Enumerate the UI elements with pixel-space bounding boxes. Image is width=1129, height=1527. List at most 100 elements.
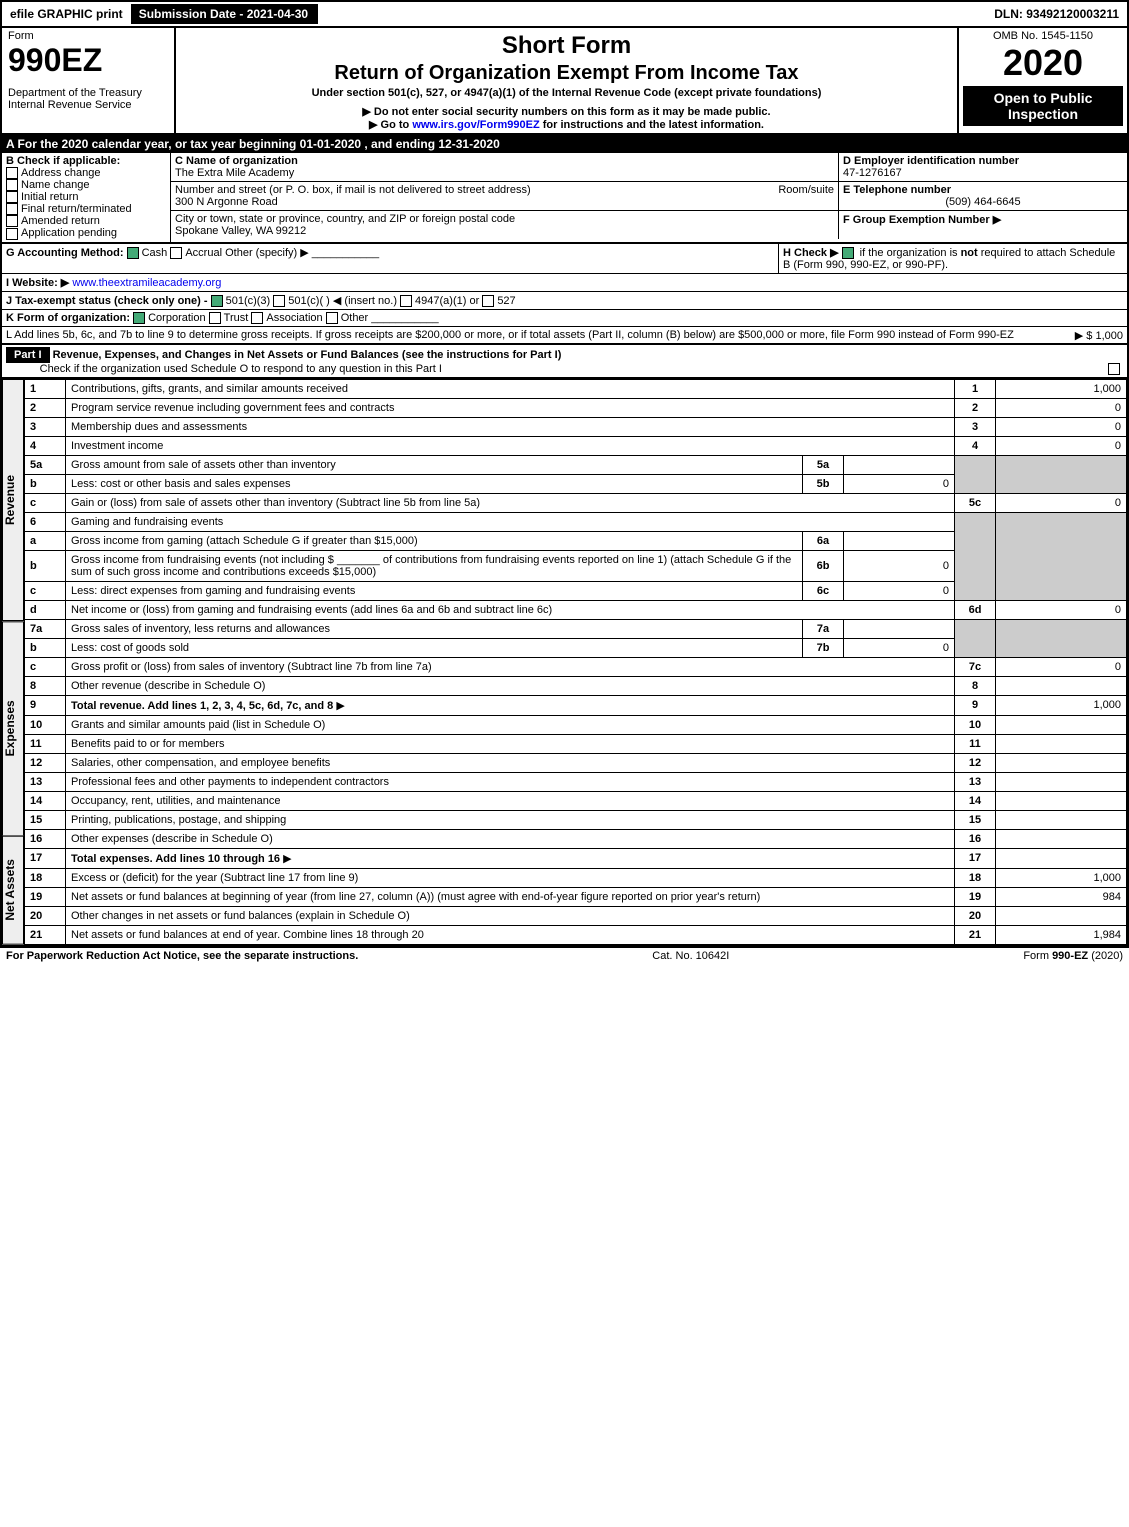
line-20: 20Other changes in net assets or fund ba… [25, 906, 1127, 925]
line-17-val [996, 848, 1127, 868]
line-1: 1Contributions, gifts, grants, and simil… [25, 379, 1127, 398]
ein-value: 47-1276167 [843, 167, 902, 179]
checkbox-app-pending[interactable] [6, 228, 18, 240]
line-1-val: 1,000 [996, 379, 1127, 398]
city-value: Spokane Valley, WA 99212 [175, 225, 306, 237]
line-19: 19Net assets or fund balances at beginni… [25, 887, 1127, 906]
checkbox-527[interactable] [482, 295, 494, 307]
line-6a-desc: Gross income from gaming (attach Schedul… [71, 535, 418, 547]
line-16: 16Other expenses (describe in Schedule O… [25, 829, 1127, 848]
irs-link[interactable]: www.irs.gov/Form990EZ [412, 119, 539, 131]
street-address: 300 N Argonne Road [175, 196, 278, 208]
website-link[interactable]: www.theextramileacademy.org [72, 277, 221, 289]
footer-right: Form 990-EZ (2020) [1023, 950, 1123, 962]
line-4-desc: Investment income [71, 440, 163, 452]
line-3: 3Membership dues and assessments30 [25, 417, 1127, 436]
checkbox-4947[interactable] [400, 295, 412, 307]
box-c-label: C Name of organization [175, 155, 298, 167]
opt-accrual: Accrual [185, 247, 222, 259]
checkbox-accrual[interactable] [170, 247, 182, 259]
footer-left: For Paperwork Reduction Act Notice, see … [6, 950, 358, 962]
addr-label: Number and street (or P. O. box, if mail… [175, 184, 531, 196]
line-18: 18Excess or (deficit) for the year (Subt… [25, 868, 1127, 887]
line-3-desc: Membership dues and assessments [71, 421, 247, 433]
line-18-desc: Excess or (deficit) for the year (Subtra… [71, 872, 358, 884]
line-10-desc: Grants and similar amounts paid (list in… [71, 719, 325, 731]
line-14-desc: Occupancy, rent, utilities, and maintena… [71, 795, 281, 807]
opt-corp: Corporation [148, 312, 205, 324]
submission-date-button[interactable]: Submission Date - 2021-04-30 [131, 4, 318, 24]
line-7c: cGross profit or (loss) from sales of in… [25, 657, 1127, 676]
box-d-label: D Employer identification number [843, 155, 1019, 167]
l-amount: ▶ $ 1,000 [1075, 329, 1123, 342]
opt-cash: Cash [142, 247, 168, 259]
info-block: B Check if applicable: Address change Na… [0, 153, 1129, 244]
line-13-desc: Professional fees and other payments to … [71, 776, 389, 788]
line-6b-val: 0 [844, 550, 955, 581]
part1-badge: Part I [6, 347, 50, 363]
line-9-desc: Total revenue. Add lines 1, 2, 3, 4, 5c,… [71, 700, 333, 712]
city-label: City or town, state or province, country… [175, 213, 515, 225]
k-label: K Form of organization: [6, 312, 130, 324]
line-16-val [996, 829, 1127, 848]
j-label: J Tax-exempt status (check only one) - [6, 295, 208, 307]
checkbox-other-org[interactable] [326, 312, 338, 324]
line-7b-val: 0 [844, 638, 955, 657]
form-number: 990EZ [8, 42, 168, 79]
checkbox-assoc[interactable] [251, 312, 263, 324]
line-19-desc: Net assets or fund balances at beginning… [71, 891, 760, 903]
checkbox-501c3[interactable] [211, 295, 223, 307]
opt-assoc: Association [266, 312, 322, 324]
checkbox-name-change[interactable] [6, 179, 18, 191]
dln-label: DLN: 93492120003211 [986, 4, 1127, 24]
checkbox-initial-return[interactable] [6, 191, 18, 203]
side-netassets: Net Assets [2, 836, 24, 945]
part1-check-text: Check if the organization used Schedule … [40, 363, 442, 375]
line-10: 10Grants and similar amounts paid (list … [25, 715, 1127, 734]
h-label: H Check ▶ [783, 247, 839, 259]
line-6c-desc: Less: direct expenses from gaming and fu… [71, 585, 355, 597]
irs-label: Internal Revenue Service [8, 99, 168, 111]
checkbox-trust[interactable] [209, 312, 221, 324]
line-15: 15Printing, publications, postage, and s… [25, 810, 1127, 829]
line-5b-desc: Less: cost or other basis and sales expe… [71, 478, 291, 490]
line-14: 14Occupancy, rent, utilities, and mainte… [25, 791, 1127, 810]
top-bar: efile GRAPHIC print Submission Date - 20… [0, 0, 1129, 28]
line-7a: 7aGross sales of inventory, less returns… [25, 619, 1127, 638]
opt-address-change: Address change [21, 167, 101, 179]
line-6c-val: 0 [844, 581, 955, 600]
checkbox-address-change[interactable] [6, 167, 18, 179]
footer-mid: Cat. No. 10642I [652, 950, 729, 962]
line-6a-val [844, 531, 955, 550]
opt-initial-return: Initial return [21, 191, 78, 203]
ghijkl-block: G Accounting Method: Cash Accrual Other … [0, 244, 1129, 345]
line-6d-desc: Net income or (loss) from gaming and fun… [71, 604, 552, 616]
line-4-val: 0 [996, 436, 1127, 455]
line-7a-desc: Gross sales of inventory, less returns a… [71, 623, 330, 635]
line-19-val: 984 [996, 887, 1127, 906]
opt-other-org: Other [341, 312, 369, 324]
lines-table: 1Contributions, gifts, grants, and simil… [24, 379, 1127, 945]
line-20-desc: Other changes in net assets or fund bala… [71, 910, 410, 922]
line-17-desc: Total expenses. Add lines 10 through 16 [71, 853, 280, 865]
opt-amended: Amended return [21, 215, 100, 227]
efile-label[interactable]: efile GRAPHIC print [2, 4, 131, 24]
line-16-desc: Other expenses (describe in Schedule O) [71, 833, 273, 845]
tax-year: 2020 [963, 42, 1123, 84]
checkbox-h[interactable] [842, 247, 854, 259]
checkbox-501c[interactable] [273, 295, 285, 307]
header-right: OMB No. 1545-1150 2020 Open to Public In… [957, 28, 1127, 133]
line-5a: 5aGross amount from sale of assets other… [25, 455, 1127, 474]
warning-link: ▶ Go to www.irs.gov/Form990EZ for instru… [182, 118, 951, 131]
checkbox-final-return[interactable] [6, 203, 18, 215]
checkbox-cash[interactable] [127, 247, 139, 259]
checkbox-corp[interactable] [133, 312, 145, 324]
side-revenue: Revenue [2, 379, 24, 621]
checkbox-amended[interactable] [6, 215, 18, 227]
line-9: 9Total revenue. Add lines 1, 2, 3, 4, 5c… [25, 695, 1127, 715]
line-7c-desc: Gross profit or (loss) from sales of inv… [71, 661, 432, 673]
g-label: G Accounting Method: [6, 247, 124, 259]
warning-ssn: ▶ Do not enter social security numbers o… [182, 105, 951, 118]
header-mid: Short Form Return of Organization Exempt… [176, 28, 957, 133]
checkbox-schedule-o[interactable] [1108, 363, 1120, 375]
